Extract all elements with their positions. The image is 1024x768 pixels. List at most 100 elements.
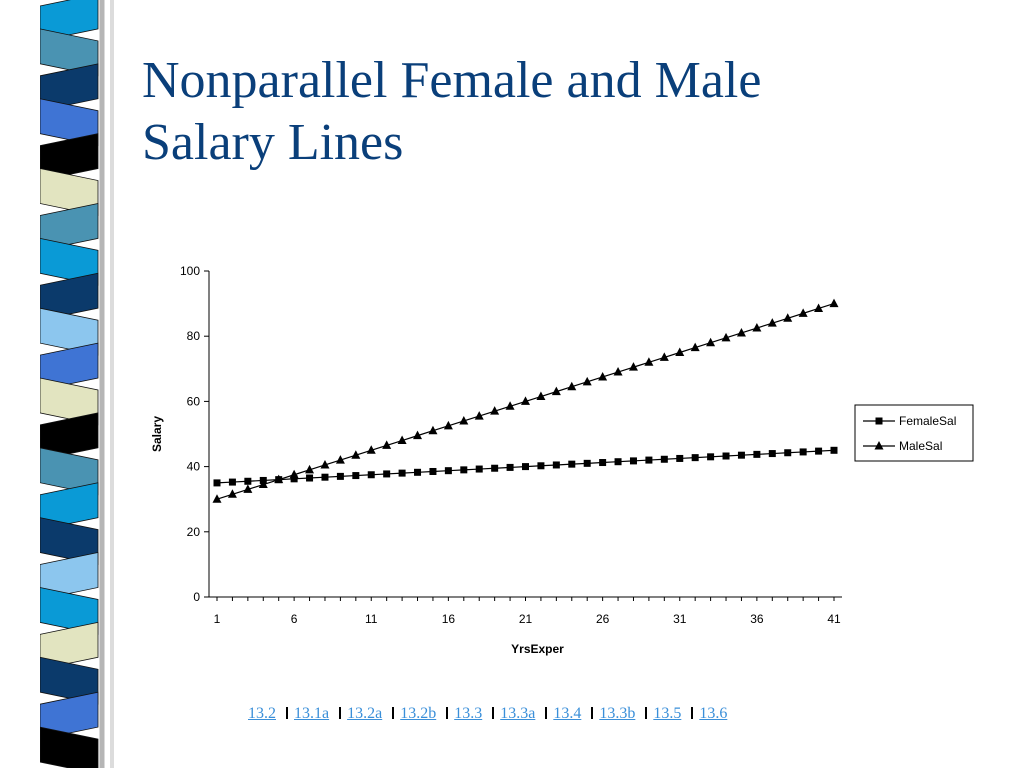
data-point <box>505 401 515 410</box>
data-point <box>829 298 839 308</box>
data-point <box>460 466 468 474</box>
x-axis-title: YrsExper <box>511 642 564 656</box>
series-malesal <box>212 298 839 503</box>
nav-link-13-2b[interactable]: 13.2b <box>400 705 437 722</box>
y-tick-label: 60 <box>187 394 201 408</box>
data-point <box>490 406 500 415</box>
data-point <box>645 456 653 464</box>
data-point <box>336 472 344 480</box>
data-point <box>459 415 469 425</box>
legend-marker <box>875 417 883 425</box>
x-tick-label: 16 <box>442 612 456 626</box>
legend-label: FemaleSal <box>899 414 956 428</box>
data-point <box>567 381 577 391</box>
data-point <box>398 469 406 477</box>
data-point <box>244 477 252 485</box>
x-tick-label: 36 <box>750 612 764 626</box>
data-point <box>305 464 315 474</box>
data-point <box>582 376 592 386</box>
data-point <box>613 367 623 376</box>
data-point <box>413 430 423 440</box>
data-point <box>629 457 637 465</box>
slide-navigation-links: 13.2 13.1a 13.2a 13.2b 13.3 13.3a 13.4 13.3b 13.… <box>248 705 968 729</box>
data-point <box>475 465 483 473</box>
data-point <box>660 455 668 463</box>
slide-title-line-2: Salary Lines <box>142 114 404 171</box>
x-tick-label: 41 <box>827 612 841 626</box>
y-tick-label: 100 <box>180 264 200 278</box>
nav-link-13-6[interactable]: 13.6 <box>699 705 728 722</box>
data-point <box>335 455 345 464</box>
decorative-side-strip <box>0 0 114 768</box>
strip-band <box>39 726 99 768</box>
data-point <box>537 462 545 470</box>
data-point <box>290 475 298 483</box>
nav-link-13-1a[interactable]: 13.1a <box>294 705 330 722</box>
data-point <box>258 479 268 489</box>
data-point <box>443 420 453 430</box>
strip-left-blank <box>0 0 40 768</box>
data-point <box>243 484 253 493</box>
nav-link-13-2a[interactable]: 13.2a <box>347 705 383 722</box>
data-point <box>659 352 669 361</box>
legend-label: MaleSal <box>899 439 942 453</box>
data-point <box>552 461 560 469</box>
data-point <box>213 479 221 487</box>
data-point <box>522 463 529 471</box>
data-point <box>583 459 591 467</box>
data-point <box>320 459 330 469</box>
data-point <box>212 494 222 503</box>
nav-link-13-3a[interactable]: 13.3a <box>500 705 536 722</box>
data-point <box>830 446 838 454</box>
link-separator <box>339 707 342 719</box>
data-point <box>799 448 807 456</box>
data-point <box>722 452 730 460</box>
legend-marker <box>874 441 884 450</box>
y-tick-label: 0 <box>193 590 200 604</box>
x-tick-label: 21 <box>519 612 533 626</box>
chart-legend: FemaleSal MaleSal <box>854 404 974 462</box>
data-point <box>536 391 546 401</box>
data-point <box>599 459 607 467</box>
data-point <box>444 467 452 475</box>
data-point <box>366 445 376 454</box>
salary-line-chart: 0 20 40 60 80 100 1 6 11 16 21 26 31 36 41 YrsExper Sala… <box>140 255 990 665</box>
nav-link-13-5[interactable]: 13.5 <box>653 705 682 722</box>
data-point <box>736 327 746 337</box>
y-axis-title: Salary <box>150 416 164 452</box>
data-point <box>506 463 514 471</box>
link-separator <box>545 707 548 719</box>
nav-link-13-2[interactable]: 13.2 <box>248 705 276 722</box>
data-point <box>815 447 823 455</box>
data-point <box>551 386 561 396</box>
slide-title: Nonparallel Female and Male Salary Lines <box>142 50 982 174</box>
link-separator <box>691 707 694 719</box>
data-point <box>474 411 484 420</box>
data-point <box>306 474 314 482</box>
nav-link-13-4[interactable]: 13.4 <box>553 705 582 722</box>
x-tick-label: 11 <box>365 612 378 626</box>
link-separator <box>645 707 648 719</box>
data-point <box>274 474 284 484</box>
data-point <box>321 473 329 481</box>
link-separator <box>392 707 395 719</box>
data-point <box>227 489 237 498</box>
data-point <box>691 454 699 462</box>
data-point <box>228 478 236 486</box>
x-tick-label: 26 <box>596 612 610 626</box>
nav-link-13-3[interactable]: 13.3 <box>454 705 483 722</box>
nav-link-13-3b[interactable]: 13.3b <box>599 705 636 722</box>
data-point <box>783 313 793 322</box>
x-tick-label: 1 <box>214 612 221 626</box>
data-point <box>768 450 776 458</box>
data-point <box>706 337 716 347</box>
data-point <box>428 425 438 435</box>
data-point <box>429 467 437 475</box>
data-point <box>521 396 530 405</box>
y-tick-label: 40 <box>187 460 201 474</box>
data-point <box>289 469 299 479</box>
x-tick-label: 31 <box>673 612 687 626</box>
data-point <box>397 435 407 445</box>
data-point <box>568 460 576 468</box>
